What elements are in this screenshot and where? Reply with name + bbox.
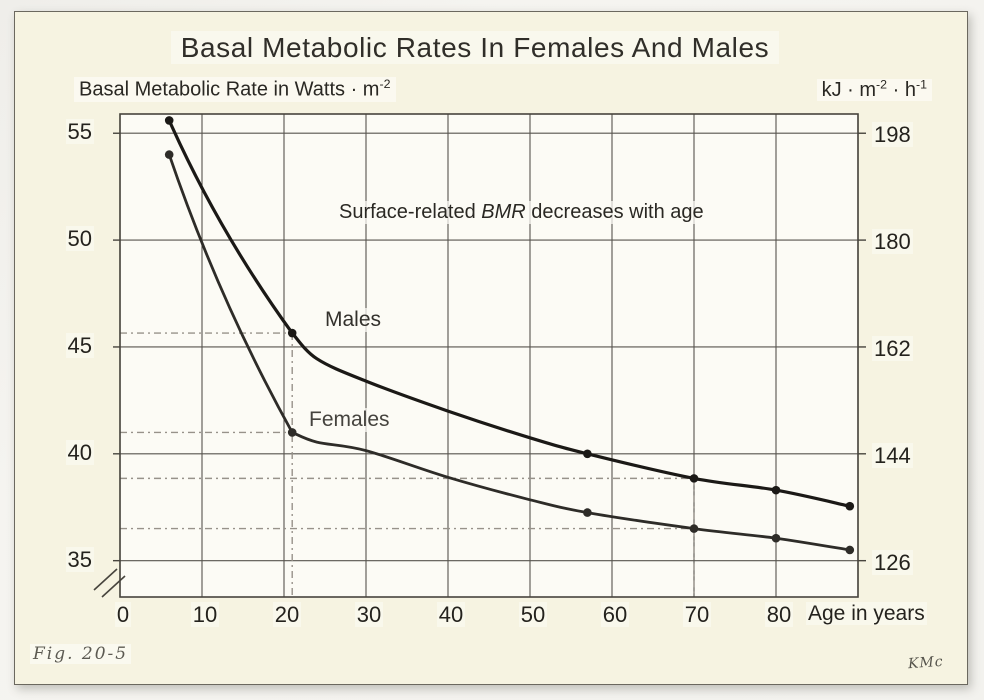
- x-axis-title-text: Age in years: [806, 602, 927, 625]
- left-axis-label-sup: -2: [379, 77, 391, 91]
- right-axis-label: kJ · m-2 · h-1: [760, 77, 932, 102]
- annotation-post: decreases with age: [525, 201, 704, 223]
- x-tick-label: 30: [354, 602, 384, 627]
- series-label-females: Females: [304, 408, 395, 432]
- y-left-tick-label: 40: [65, 439, 94, 465]
- author-signature: KMc: [907, 653, 945, 673]
- x-tick-label: 40: [436, 602, 466, 627]
- y-left-tick-label: 35: [65, 546, 94, 572]
- y-right-tick-label: 198: [872, 122, 913, 148]
- y-left-tick-label: 45: [65, 332, 94, 358]
- right-axis-sup-2: -1: [915, 77, 927, 91]
- annotation-bmr: BMR: [481, 201, 526, 223]
- x-axis-title: Age in years: [806, 602, 927, 626]
- x-tick-label: 20: [272, 602, 302, 627]
- right-axis-label-text: kJ · m-2 · h-1: [816, 77, 932, 101]
- y-left-tick-label: 50: [65, 226, 94, 252]
- right-axis-unit-1: kJ · m: [821, 78, 877, 101]
- y-right-tick-label: 162: [872, 335, 913, 361]
- annotation-pre: Surface-related: [339, 201, 482, 223]
- y-left-tick-label: 55: [65, 119, 94, 145]
- figure-number: Fig. 20-5: [30, 644, 132, 664]
- left-axis-label: Basal Metabolic Rate in Watts · m-2: [74, 77, 396, 102]
- chart-title-text: Basal Metabolic Rates In Females And Mal…: [170, 31, 780, 64]
- x-tick-label: 10: [190, 602, 220, 627]
- x-tick-label: 70: [682, 602, 712, 627]
- x-tick-label: 50: [518, 602, 548, 627]
- right-axis-sup-1: -2: [876, 77, 888, 91]
- y-right-tick-label: 144: [872, 442, 913, 468]
- y-right-tick-label: 180: [872, 229, 913, 255]
- slide-background: [14, 11, 968, 685]
- chart-title: Basal Metabolic Rates In Females And Mal…: [0, 31, 950, 64]
- series-label-males: Males: [320, 308, 387, 332]
- y-right-tick-label: 126: [872, 549, 913, 575]
- left-axis-label-text: Basal Metabolic Rate in Watts · m: [79, 78, 380, 101]
- x-tick-label: 0: [114, 602, 132, 627]
- chart-annotation: Surface-related BMR decreases with age: [334, 201, 709, 224]
- x-tick-label: 80: [764, 602, 794, 627]
- x-tick-label: 60: [600, 602, 630, 627]
- right-axis-unit-2: · h: [887, 78, 916, 101]
